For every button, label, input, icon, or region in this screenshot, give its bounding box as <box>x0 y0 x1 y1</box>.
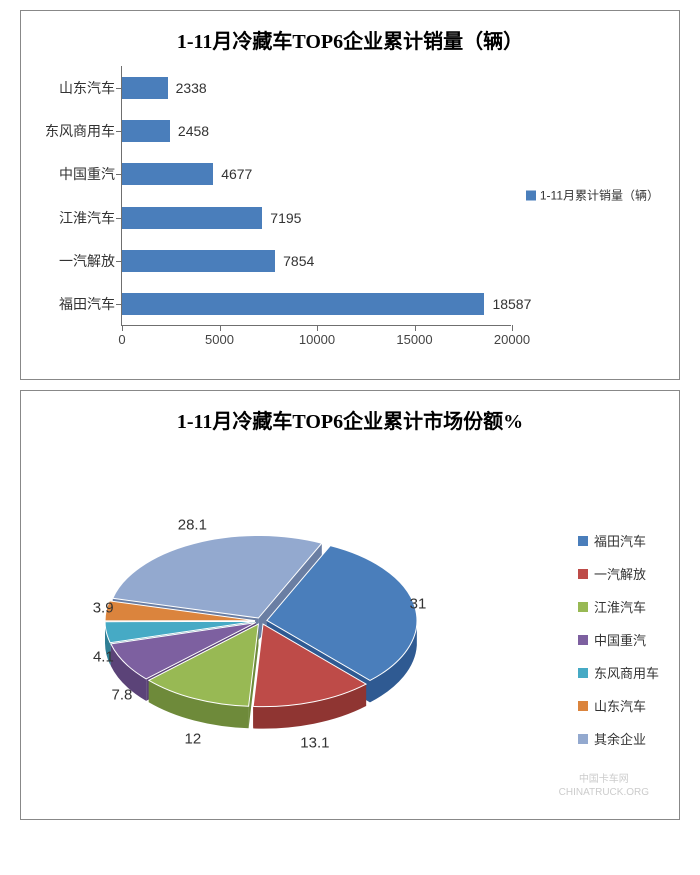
pie-legend-swatch <box>578 536 588 546</box>
pie-legend-label: 东风商用车 <box>594 663 659 682</box>
x-tick <box>220 325 221 331</box>
x-tick <box>415 325 416 331</box>
pie-data-label: 7.8 <box>111 686 132 703</box>
bar-legend-text: 1-11月累计销量（辆） <box>540 187 659 204</box>
bar-category-label: 福田汽车 <box>30 294 115 314</box>
bar-value-label: 4677 <box>221 166 252 182</box>
bar-chart-panel: 1-11月冷藏车TOP6企业累计销量（辆） 050001000015000200… <box>20 10 680 380</box>
pie-legend-swatch <box>578 635 588 645</box>
pie-plot-area: 31 13.1 12 7.8 4.1 3.9 28.1 <box>71 471 451 791</box>
pie-legend-swatch <box>578 734 588 744</box>
bar-value-label: 7195 <box>270 210 301 226</box>
bar: 7195 <box>122 207 262 229</box>
pie-legend-row: 江淮汽车 <box>578 597 659 616</box>
x-tick-label: 20000 <box>494 332 530 347</box>
pie-legend: 福田汽车一汽解放江淮汽车中国重汽东风商用车山东汽车其余企业 <box>578 531 659 762</box>
bar-category-label: 一汽解放 <box>30 251 115 271</box>
pie-svg <box>71 471 451 791</box>
pie-legend-swatch <box>578 602 588 612</box>
x-tick-label: 10000 <box>299 332 335 347</box>
pie-data-label: 13.1 <box>300 735 329 752</box>
bar-value-label: 2338 <box>176 80 207 96</box>
x-tick-label: 15000 <box>396 332 432 347</box>
pie-data-label: 31 <box>410 595 427 612</box>
bar-value-label: 2458 <box>178 123 209 139</box>
pie-chart-title: 1-11月冷藏车TOP6企业累计市场份额% <box>21 391 679 434</box>
pie-legend-swatch <box>578 569 588 579</box>
pie-data-label: 28.1 <box>178 517 207 534</box>
bar: 2458 <box>122 120 170 142</box>
pie-legend-swatch <box>578 701 588 711</box>
bar: 7854 <box>122 250 275 272</box>
pie-data-label: 4.1 <box>93 649 114 666</box>
pie-data-label: 3.9 <box>93 600 114 617</box>
watermark-line1: 中国卡车网 <box>559 773 649 786</box>
pie-legend-row: 福田汽车 <box>578 531 659 550</box>
pie-legend-row: 其余企业 <box>578 729 659 748</box>
pie-legend-row: 山东汽车 <box>578 696 659 715</box>
watermark: 中国卡车网 CHINATRUCK.ORG <box>559 773 649 799</box>
x-tick-label: 5000 <box>205 332 234 347</box>
pie-legend-swatch <box>578 668 588 678</box>
pie-legend-label: 一汽解放 <box>594 564 646 583</box>
watermark-line2: CHINATRUCK.ORG <box>559 786 649 799</box>
bar: 4677 <box>122 163 213 185</box>
pie-chart-panel: 1-11月冷藏车TOP6企业累计市场份额% 31 13.1 12 7.8 4.1 3.9 2… <box>20 390 680 820</box>
pie-legend-label: 山东汽车 <box>594 696 646 715</box>
x-tick <box>512 325 513 331</box>
x-tick <box>122 325 123 331</box>
x-tick-label: 0 <box>118 332 125 347</box>
pie-legend-label: 中国重汽 <box>594 630 646 649</box>
pie-legend-label: 其余企业 <box>594 729 646 748</box>
pie-legend-label: 福田汽车 <box>594 531 646 550</box>
bar-legend: 1-11月累计销量（辆） <box>526 187 659 204</box>
pie-legend-row: 东风商用车 <box>578 663 659 682</box>
bar-category-label: 东风商用车 <box>30 121 115 141</box>
pie-legend-label: 江淮汽车 <box>594 597 646 616</box>
bar-chart-title: 1-11月冷藏车TOP6企业累计销量（辆） <box>21 11 679 54</box>
bar-legend-swatch <box>526 190 536 200</box>
bar-category-label: 中国重汽 <box>30 164 115 184</box>
bar: 2338 <box>122 77 168 99</box>
bar-category-label: 山东汽车 <box>30 78 115 98</box>
pie-data-label: 12 <box>185 731 202 748</box>
x-tick <box>317 325 318 331</box>
bar-category-label: 江淮汽车 <box>30 208 115 228</box>
bar-value-label: 18587 <box>492 296 531 312</box>
pie-legend-row: 一汽解放 <box>578 564 659 583</box>
bar-plot-area: 05000100001500020000福田汽车18587一汽解放7854江淮汽… <box>121 66 511 326</box>
bar-value-label: 7854 <box>283 253 314 269</box>
pie-legend-row: 中国重汽 <box>578 630 659 649</box>
bar: 18587 <box>122 293 484 315</box>
